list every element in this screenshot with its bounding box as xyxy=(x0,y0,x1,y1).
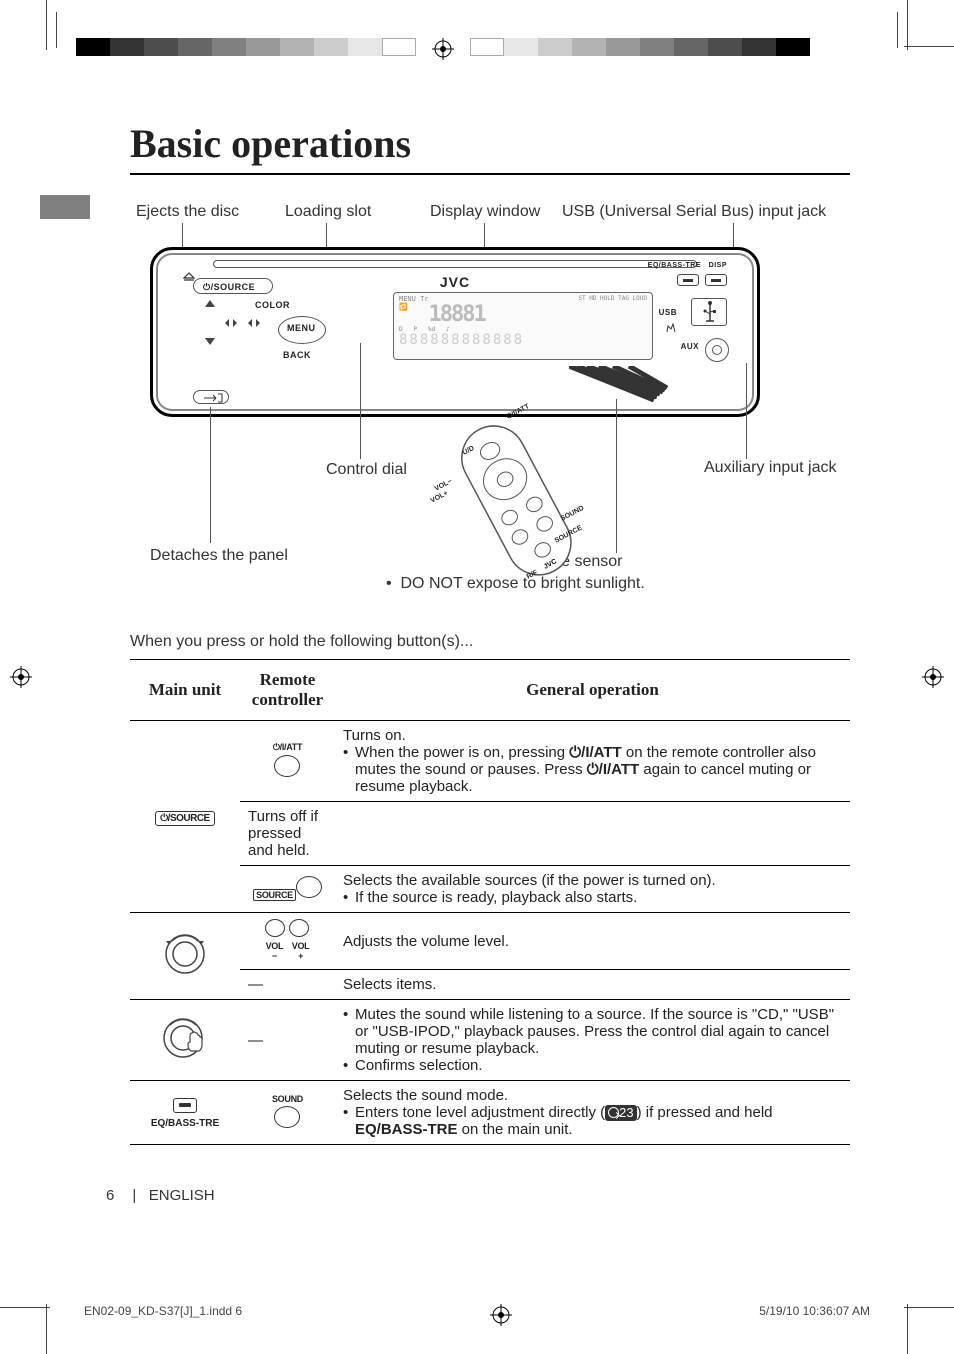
callout-eject: Ejects the disc xyxy=(136,203,239,221)
callout-detach: Detaches the panel xyxy=(150,547,288,565)
head-unit-box: JVC ⏻/SOURCE COLOR MENU BACK ST HD HOLD … xyxy=(150,247,760,417)
device-diagram: Ejects the disc Loading slot Display win… xyxy=(130,203,850,623)
cell-att-remote: ⏻/I/ATT xyxy=(240,721,335,802)
registration-mark-left xyxy=(10,666,32,688)
callout-aux: Auxiliary input jack xyxy=(704,459,837,477)
callout-loading: Loading slot xyxy=(285,203,371,221)
cell-sound-remote: SOUND xyxy=(240,1081,335,1145)
operations-table: Main unit Remote controller General oper… xyxy=(130,659,850,1145)
registration-mark-top xyxy=(432,38,454,60)
cell-volume: Adjusts the volume level. xyxy=(335,913,850,970)
remote-control-illustration: JVC ⏻/I/ATT U/D VOL− VOL+ SOUND SOURCE R… xyxy=(440,413,600,593)
cell-source-remote: SOURCE xyxy=(240,866,335,913)
dial-press-icon xyxy=(162,1015,208,1061)
cell-turn-on: Turns on. When the power is on, pressing… xyxy=(335,721,850,802)
cell-turn-off: Turns off if pressed and held. xyxy=(240,802,335,866)
display-window: ST HD HOLD TAG LOUD MENU Tr🔁 18881 D P %… xyxy=(393,292,653,360)
back-button-label: BACK xyxy=(283,350,311,360)
header-general: General operation xyxy=(335,660,850,721)
color-button-label: COLOR xyxy=(255,300,290,310)
side-tab xyxy=(40,195,90,219)
registration-mark-bottom xyxy=(490,1304,512,1326)
callout-usb: USB (Universal Serial Bus) input jack xyxy=(562,203,826,221)
cell-source-main: ⏻/SOURCE xyxy=(130,721,240,913)
header-remote: Remote controller xyxy=(240,660,335,721)
cell-dial-main xyxy=(130,913,240,1000)
page-title: Basic operations xyxy=(130,120,850,175)
cell-sound-mode: Selects the sound mode. Enters tone leve… xyxy=(335,1081,850,1145)
svg-text:VOL+: VOL+ xyxy=(430,490,450,505)
page-footer: 6| ENGLISH xyxy=(106,1187,215,1204)
registration-mark-right xyxy=(922,666,944,688)
svg-text:SOUND: SOUND xyxy=(560,505,586,523)
cell-dash-2: — xyxy=(240,1000,335,1081)
swatch-row-right xyxy=(470,38,810,56)
cell-select-items: Selects items. xyxy=(335,970,850,1000)
intro-text: When you press or hold the following but… xyxy=(130,633,850,651)
disp-button xyxy=(705,274,727,286)
menu-button-label: MENU xyxy=(287,323,316,333)
brand-logo: JVC xyxy=(440,274,470,290)
cell-eq-main: EQ/BASS-TRE xyxy=(130,1081,240,1145)
indd-footer: EN02-09_KD-S37[J]_1.indd 6 5/19/10 10:36… xyxy=(84,1304,870,1326)
header-main-unit: Main unit xyxy=(130,660,240,721)
cell-mute: Mutes the sound while listening to a sou… xyxy=(335,1000,850,1081)
cell-dash-1: — xyxy=(240,970,335,1000)
cell-dial-press-main xyxy=(130,1000,240,1081)
callout-display: Display window xyxy=(430,203,540,221)
cell-select-source: Selects the available sources (if the po… xyxy=(335,866,850,913)
crop-bar-top xyxy=(0,38,954,56)
eq-button xyxy=(677,274,699,286)
swatch-row-left xyxy=(76,38,416,56)
callout-control-dial: Control dial xyxy=(326,461,407,479)
cell-vol-remote: VOL − VOL + xyxy=(240,913,335,970)
dial-icon xyxy=(162,931,208,977)
